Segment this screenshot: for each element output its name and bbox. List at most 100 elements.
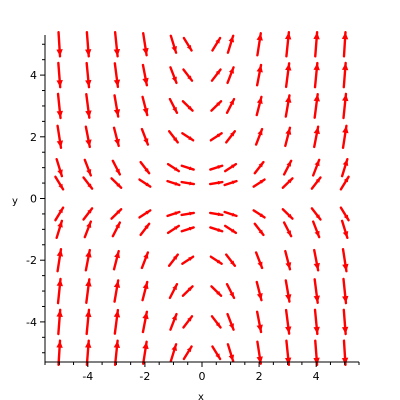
vector-arrow: [255, 63, 263, 87]
arrow-head: [113, 280, 121, 288]
vector-arrow: [310, 176, 322, 190]
vector-arrow: [56, 248, 64, 273]
arrow-head: [56, 140, 64, 148]
arrow-head: [87, 183, 93, 189]
arrow-head: [142, 77, 149, 86]
arrow-head: [343, 214, 349, 221]
vector-arrow: [113, 279, 121, 303]
vector-arrow: [141, 310, 149, 334]
vector-arrow: [167, 253, 179, 267]
vector-arrow: [113, 30, 121, 58]
vector-arrow: [110, 177, 123, 189]
arrow-head: [314, 230, 320, 238]
vector-arrow: [284, 308, 292, 335]
vector-arrow: [181, 132, 195, 142]
arrow-head: [56, 79, 63, 88]
vector-arrow: [253, 222, 265, 237]
vector-arrow: [113, 339, 121, 367]
vector-arrow: [342, 92, 349, 120]
arrow-head: [256, 324, 263, 333]
arrow-head: [86, 169, 92, 176]
arrow-head: [285, 262, 292, 270]
arrow-head: [186, 44, 192, 51]
arrow-head: [313, 126, 320, 135]
y-tick-label: 4: [30, 69, 37, 82]
vector-arrow: [284, 30, 292, 58]
vector-arrow: [256, 32, 263, 57]
arrow-head: [313, 63, 320, 71]
arrow-head: [217, 212, 223, 217]
arrow-head: [116, 182, 122, 188]
vector-arrow: [339, 206, 350, 222]
arrow-head: [228, 323, 234, 330]
arrow-head: [313, 32, 320, 40]
arrow-head: [314, 159, 320, 167]
vector-arrow: [210, 100, 223, 112]
vector-arrow: [341, 339, 349, 367]
arrow-head: [85, 309, 92, 318]
arrow-head: [144, 167, 150, 174]
vector-arrow: [84, 125, 92, 149]
vector-arrow: [313, 248, 320, 272]
arrow-head: [313, 94, 320, 102]
arrow-head: [342, 159, 349, 166]
arrow-head: [216, 259, 222, 264]
arrow-head: [87, 208, 93, 214]
vector-arrow: [313, 278, 320, 305]
arrow-head: [189, 181, 194, 186]
x-tick-label: -4: [82, 370, 93, 383]
y-tick-label: 2: [30, 131, 37, 144]
axes: -4 -2 0 2 4 -4 -2 0 2 4: [26, 35, 360, 383]
vector-arrow: [340, 219, 349, 239]
vector-arrow: [313, 125, 320, 149]
vector-arrow: [139, 222, 151, 237]
vector-arrow: [82, 207, 94, 221]
x-tick-label: -2: [139, 370, 150, 383]
arrow-head: [56, 278, 63, 287]
vector-arrow: [255, 310, 263, 334]
vector-arrow: [138, 209, 152, 219]
arrow-head: [142, 311, 149, 320]
vector-arrow: [85, 30, 92, 58]
vector-arrow: [181, 255, 195, 265]
vector-arrow: [180, 211, 196, 217]
arrow-head: [217, 228, 223, 232]
arrow-head: [187, 105, 193, 111]
arrow-head: [231, 212, 237, 217]
vector-arrow: [56, 277, 63, 305]
arrow-head: [341, 357, 349, 365]
vector-arrow: [85, 339, 92, 367]
vector-arrow: [281, 208, 294, 220]
arrow-head: [256, 293, 263, 301]
vector-arrow: [341, 30, 349, 58]
vector-arrow: [180, 226, 195, 233]
x-axis-label: x: [198, 392, 204, 400]
vector-arrow: [284, 279, 292, 303]
vector-arrow: [56, 92, 63, 120]
vector-arrow: [85, 92, 92, 119]
arrow-head: [286, 230, 292, 237]
arrow-head: [215, 322, 221, 328]
vector-arrow: [166, 210, 181, 218]
vector-arrow: [55, 158, 64, 178]
vector-arrow: [312, 158, 321, 177]
arrow-head: [173, 166, 179, 172]
arrow-head: [85, 340, 92, 348]
arrow-head: [257, 129, 263, 136]
arrow-head: [341, 32, 349, 40]
arrow-head: [284, 357, 292, 365]
vector-arrow: [113, 94, 121, 118]
arrow-head: [342, 125, 349, 134]
vector-arrow: [180, 180, 196, 186]
arrow-head: [285, 326, 292, 334]
arrow-head: [215, 37, 221, 44]
arrow-head: [171, 314, 177, 321]
arrow-head: [315, 177, 321, 183]
arrow-head: [342, 231, 349, 238]
x-ticks: -4 -2 0 2 4: [44, 362, 360, 383]
vector-arrow: [282, 221, 293, 238]
vector-arrow: [167, 130, 179, 144]
arrow-head: [315, 214, 321, 220]
arrow-head: [342, 263, 349, 272]
vector-arrow: [142, 32, 149, 57]
